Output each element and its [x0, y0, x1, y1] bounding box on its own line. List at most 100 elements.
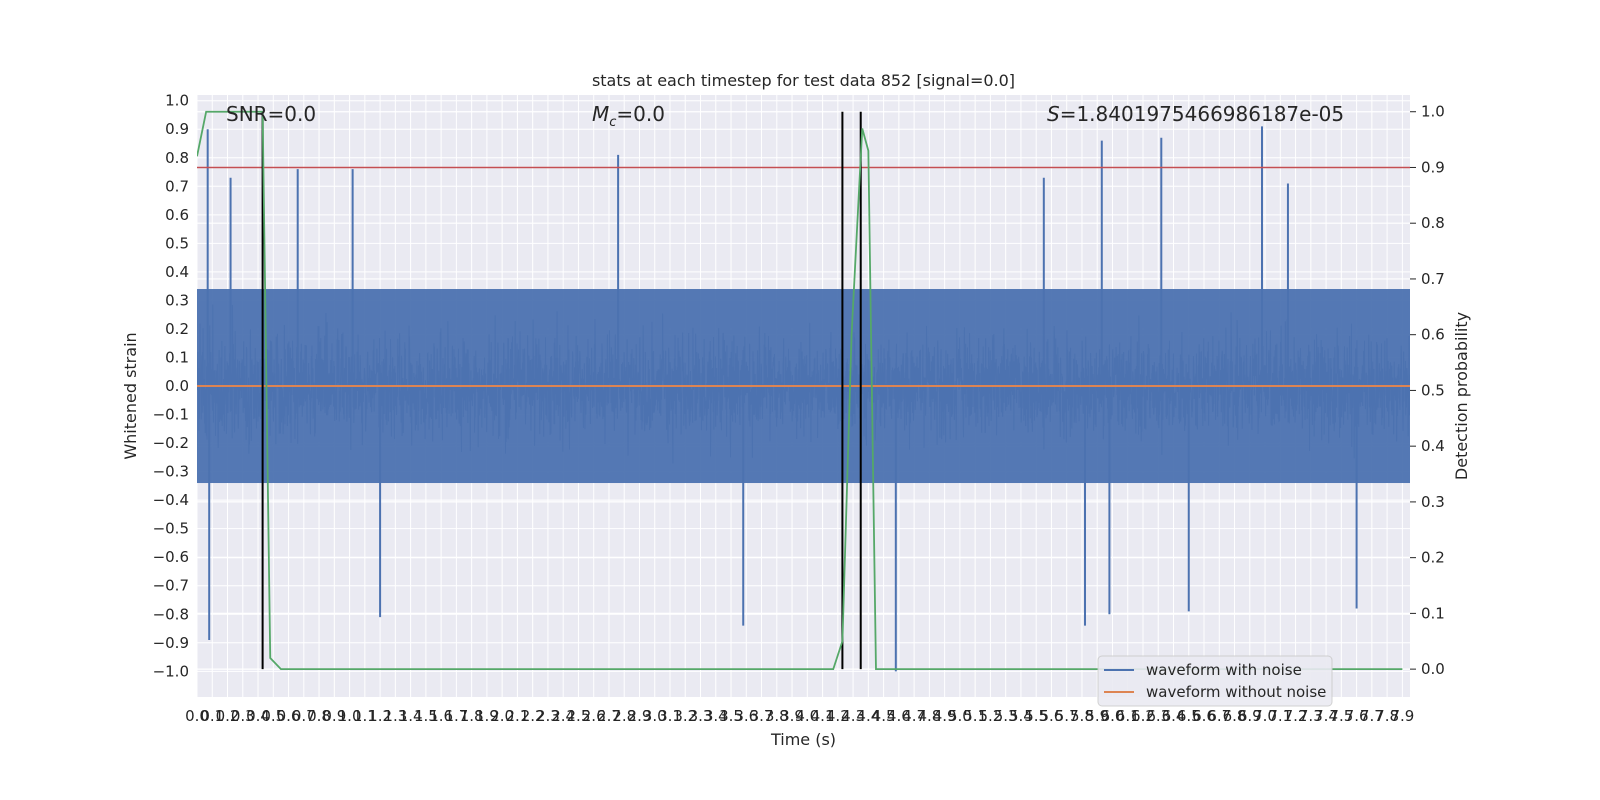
x-tick-label: 5.7: [1055, 707, 1079, 725]
x-tick-label: 4.2: [826, 707, 850, 725]
x-tick-label: 5.1: [963, 707, 987, 725]
x-tick-label: 7.1: [1268, 707, 1292, 725]
x-tick-label: 5.9: [1085, 707, 1109, 725]
x-tick-label: 0.0: [185, 707, 209, 725]
y-tick-label: 1.0: [165, 92, 189, 110]
x-axis-ticks: 0.00.10.20.30.40.50.60.70.80.91.01.11.21…: [185, 707, 1414, 725]
y2-tick-label: 0.5: [1421, 381, 1445, 399]
x-tick-label: 6.7: [1207, 707, 1231, 725]
y-axis-label: Whitened strain: [121, 332, 140, 459]
y-tick-label: 0.1: [165, 348, 189, 366]
y-tick-label: −0.9: [153, 634, 189, 652]
y-tick-label: −0.6: [153, 548, 189, 566]
x-tick-label: 2.4: [551, 707, 575, 725]
x-tick-label: 3.3: [689, 707, 713, 725]
y2-tick-label: 0.4: [1421, 437, 1445, 455]
y2-axis-label: Detection probability: [1452, 312, 1471, 480]
x-tick-label: 0.1: [200, 707, 224, 725]
x-tick-label: 3.1: [658, 707, 682, 725]
annotation-s-symbol: S: [1047, 102, 1060, 126]
x-tick-label: 7.0: [1253, 707, 1277, 725]
x-tick-label: 4.6: [887, 707, 911, 725]
x-tick-label: 1.1: [353, 707, 377, 725]
x-axis-label: Time (s): [770, 730, 836, 749]
x-tick-label: 3.4: [704, 707, 728, 725]
y-tick-label: −0.5: [153, 520, 189, 538]
x-tick-label: 6.6: [1192, 707, 1216, 725]
legend-label: waveform without noise: [1146, 683, 1326, 701]
x-tick-label: 2.0: [490, 707, 514, 725]
x-tick-label: 6.3: [1146, 707, 1170, 725]
x-tick-label: 2.1: [505, 707, 529, 725]
x-tick-label: 3.0: [643, 707, 667, 725]
y-tick-label: 0.4: [165, 263, 189, 281]
annotation-chirp-mass: Mc=0.0: [592, 102, 665, 130]
y-axis-ticks: 1.0 0.9 0.8 0.7 0.6 0.5 0.4 0.3 0.2 0.1 0.0 −0.1 −0.…: [153, 92, 189, 681]
x-tick-label: 4.9: [933, 707, 957, 725]
x-tick-label: 6.8: [1223, 707, 1247, 725]
legend: waveform with noise waveform without nois…: [1097, 655, 1333, 707]
x-tick-label: 5.8: [1070, 707, 1094, 725]
x-tick-label: 0.9: [322, 707, 346, 725]
x-tick-label: 3.2: [673, 707, 697, 725]
y-tick-label: −0.1: [153, 406, 189, 424]
x-tick-label: 6.9: [1238, 707, 1262, 725]
x-tick-label: 2.9: [628, 707, 652, 725]
x-tick-label: 4.7: [902, 707, 926, 725]
y2-tick-label: 0.8: [1421, 214, 1445, 232]
x-tick-label: 7.6: [1345, 707, 1369, 725]
y-tick-label: 0.2: [165, 320, 189, 338]
annotation-s-value: =1.8401975466986187e-05: [1060, 102, 1344, 126]
x-tick-label: 1.7: [444, 707, 468, 725]
x-tick-label: 0.4: [246, 707, 270, 725]
x-tick-label: 7.8: [1375, 707, 1399, 725]
y-tick-label: 0.5: [165, 234, 189, 252]
y-tick-label: −0.7: [153, 577, 189, 595]
x-tick-label: 7.4: [1314, 707, 1338, 725]
x-tick-label: 3.5: [719, 707, 743, 725]
x-tick-label: 7.3: [1299, 707, 1323, 725]
y-tick-label: 0.0: [165, 377, 189, 395]
x-tick-label: 6.1: [1116, 707, 1140, 725]
x-tick-label: 0.5: [261, 707, 285, 725]
x-tick-label: 4.4: [856, 707, 880, 725]
x-tick-label: 1.9: [475, 707, 499, 725]
y-tick-label: −0.3: [153, 463, 189, 481]
y2-tick-label: 0.3: [1421, 493, 1445, 511]
x-tick-label: 3.7: [750, 707, 774, 725]
x-tick-label: 1.8: [460, 707, 484, 725]
annotation-mc-subscript: c: [609, 115, 616, 130]
x-tick-label: 0.3: [231, 707, 255, 725]
y2-axis-ticks: 1.0 0.9 0.8 0.7 0.6 0.5 0.4 0.3 0.2 0.1 0.0: [1410, 103, 1445, 678]
legend-box: [1097, 655, 1333, 707]
annotation-snr: SNR=0.0: [226, 102, 316, 126]
x-tick-label: 2.3: [536, 707, 560, 725]
y-tick-label: −1.0: [153, 662, 189, 680]
x-tick-label: 7.9: [1390, 707, 1414, 725]
x-tick-label: 0.2: [216, 707, 240, 725]
x-tick-label: 4.5: [872, 707, 896, 725]
x-tick-label: 2.7: [597, 707, 621, 725]
y-tick-label: 0.6: [165, 206, 189, 224]
y-tick-label: 0.8: [165, 149, 189, 167]
y2-tick-label: 0.6: [1421, 326, 1445, 344]
y2-tick-label: 0.9: [1421, 158, 1445, 176]
series-layer: [197, 110, 1410, 672]
x-tick-label: 0.8: [307, 707, 331, 725]
x-tick-label: 1.3: [383, 707, 407, 725]
x-tick-label: 3.8: [765, 707, 789, 725]
x-tick-label: 5.6: [1040, 707, 1064, 725]
x-tick-label: 2.2: [521, 707, 545, 725]
y2-tick-label: 0.2: [1421, 549, 1445, 567]
y-tick-label: 0.9: [165, 120, 189, 138]
y-tick-label: 0.7: [165, 177, 189, 195]
x-tick-label: 7.2: [1284, 707, 1308, 725]
x-tick-label: 0.7: [292, 707, 316, 725]
x-tick-label: 2.5: [567, 707, 591, 725]
y2-tick-label: 1.0: [1421, 103, 1445, 121]
x-tick-label: 4.1: [811, 707, 835, 725]
y-tick-label: −0.4: [153, 491, 189, 509]
y-tick-label: −0.2: [153, 434, 189, 452]
x-tick-label: 5.0: [948, 707, 972, 725]
